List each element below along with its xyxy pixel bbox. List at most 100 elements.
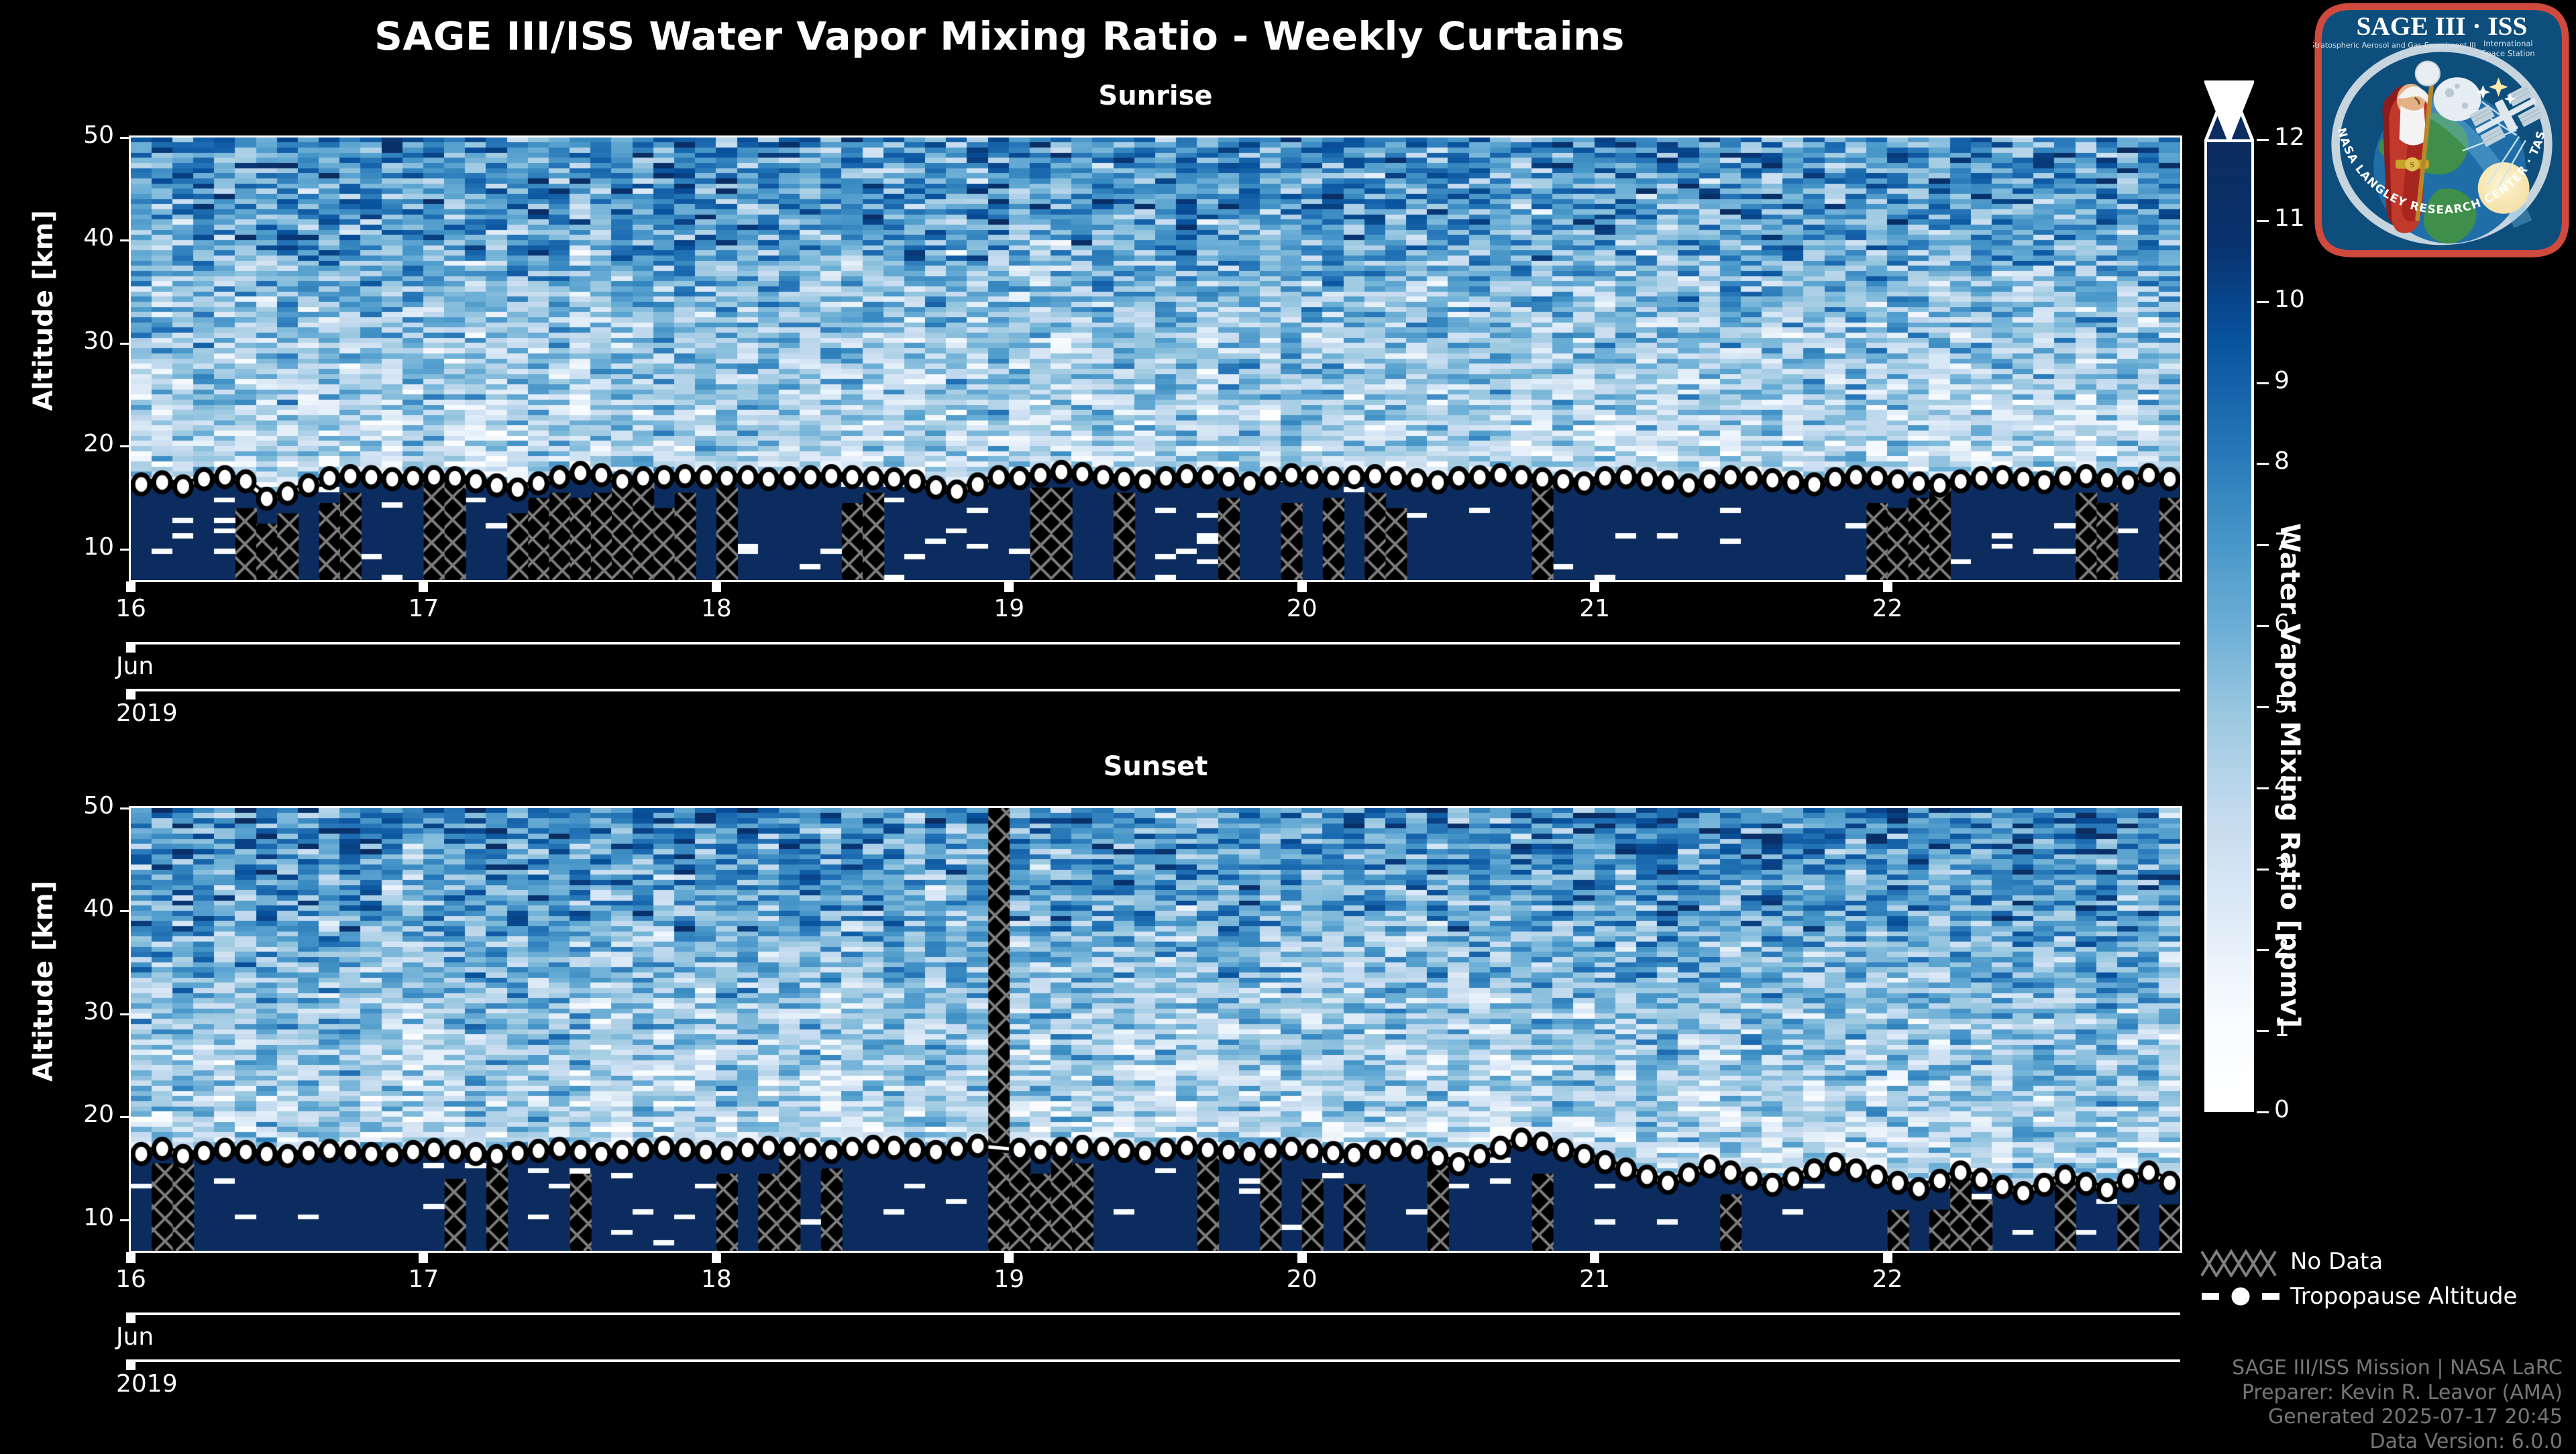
logo-subtitle-right-1: International — [2483, 39, 2533, 48]
logo-subtitle-right-2: Space Station — [2481, 49, 2535, 58]
x-tick-mark — [1004, 581, 1014, 592]
y-tick-label-50: 50 — [83, 121, 114, 149]
credits-block: SAGE III/ISS Mission | NASA LaRC Prepare… — [1999, 1356, 2563, 1454]
colorbar-tick-mark — [2257, 706, 2269, 708]
x-tick-label-17: 17 — [408, 1266, 439, 1293]
colorbar-tick-label-7: 7 — [2274, 528, 2290, 557]
y-tick-label-30: 30 — [83, 997, 114, 1025]
colorbar-title: Water Vapor Mixing Ratio [ppmv] — [2274, 523, 2305, 1028]
colorbar-tick-mark — [2257, 544, 2269, 547]
logo-title: SAGE III · ISS — [2357, 11, 2528, 41]
colorbar-tick-mark — [2257, 219, 2269, 222]
heatmap-sunrise[interactable] — [131, 137, 2180, 580]
colorbar-tick-label-1: 1 — [2274, 1015, 2290, 1043]
colorbar-gradient — [2204, 139, 2254, 1112]
x-tick-mark — [1882, 1252, 1892, 1263]
x-tick-mark — [126, 581, 136, 592]
y-tick-label-10: 10 — [83, 1203, 114, 1231]
x-tick-mark — [126, 1252, 136, 1263]
colorbar[interactable]: 0 1 2 3 4 5 6 7 8 9 10 11 12 Water Vapor Mixing Rati… — [2204, 80, 2406, 1194]
x-tick-mark — [1882, 581, 1892, 592]
x-tick-mark — [1590, 1252, 1600, 1263]
axis-level-tick — [126, 642, 136, 653]
axis-level-label-year: 2019 — [116, 700, 178, 727]
logo-subtitle-left: Stratospheric Aerosol and Gas Experiment… — [2313, 41, 2476, 50]
x-tick-label-22: 22 — [1872, 1266, 1903, 1293]
y-tick-label-20: 20 — [83, 430, 114, 458]
x-tick-label-18: 18 — [700, 595, 732, 622]
colorbar-tick-label-12: 12 — [2274, 123, 2305, 151]
axis-level-rule — [131, 689, 2180, 691]
colorbar-tick-label-8: 8 — [2274, 447, 2290, 476]
colorbar-tick-mark — [2257, 868, 2269, 871]
legend-item-tropopause: Tropopause Altitude — [2200, 1279, 2576, 1314]
x-tick-mark — [1297, 581, 1307, 592]
x-tick-label-21: 21 — [1579, 595, 1611, 622]
colorbar-tick-label-11: 11 — [2274, 204, 2305, 232]
legend-label-tropopause: Tropopause Altitude — [2290, 1283, 2518, 1310]
colorbar-tick-mark — [2257, 139, 2269, 141]
heatmap-sunset[interactable] — [131, 808, 2180, 1251]
colorbar-tick-mark — [2257, 463, 2269, 465]
x-tick-mark — [1004, 1252, 1014, 1263]
panel-sunset: Sunset Altitude [km] 10 20 30 40 50 16 17 18 19… — [0, 751, 2200, 1422]
axis-level-tick — [126, 689, 136, 700]
hatch-no-data-icon — [2200, 1246, 2281, 1278]
x-tick-mark — [711, 1252, 721, 1263]
x-tick-label-16: 16 — [115, 595, 146, 622]
y-tick-mark — [120, 1116, 129, 1119]
tropopause-marker-icon — [2200, 1281, 2281, 1312]
page-title: SAGE III/ISS Water Vapor Mixing Ratio - … — [374, 13, 1625, 59]
y-tick-label-20: 20 — [83, 1101, 114, 1129]
colorbar-tick-label-4: 4 — [2274, 771, 2290, 799]
credit-preparer: Preparer: Kevin R. Leavor (AMA) — [2241, 1380, 2563, 1404]
y-tick-label-40: 40 — [83, 224, 114, 252]
colorbar-tick-label-3: 3 — [2274, 852, 2290, 881]
panel-title-sunset: Sunset — [1103, 751, 1208, 782]
y-tick-mark — [120, 239, 129, 242]
y-axis-label-sunset: Altitude [km] — [28, 881, 59, 1082]
axis-level-label-month: Jun — [116, 1323, 154, 1351]
panel-sunrise: Sunrise Altitude [km] 10 20 30 40 50 16 17 18 1… — [0, 80, 2200, 738]
legend-item-no-data: No Data — [2200, 1244, 2576, 1279]
y-tick-mark — [120, 1013, 129, 1015]
x-tick-label-17: 17 — [408, 595, 439, 622]
x-tick-mark — [419, 1252, 429, 1263]
axis-level-rule — [131, 642, 2180, 645]
sage-iii-iss-logo: S SAGE III · ISS Stratospheric Aerosol a… — [2308, 0, 2571, 259]
x-tick-label-19: 19 — [994, 1266, 1025, 1293]
y-tick-mark — [120, 910, 129, 913]
y-tick-mark — [120, 548, 129, 551]
x-tick-label-22: 22 — [1872, 595, 1903, 622]
colorbar-tick-label-5: 5 — [2274, 690, 2290, 718]
x-tick-label-18: 18 — [700, 1266, 732, 1293]
credit-generated: Generated 2025-07-17 20:45 — [2267, 1405, 2563, 1429]
x-tick-label-21: 21 — [1579, 1266, 1611, 1293]
colorbar-tick-label-10: 10 — [2274, 285, 2305, 313]
y-tick-mark — [120, 445, 129, 448]
colorbar-tick-label-6: 6 — [2274, 610, 2290, 637]
colorbar-tick-mark — [2257, 1030, 2269, 1033]
x-tick-mark — [1590, 581, 1600, 592]
axis-level-label-year: 2019 — [116, 1370, 178, 1398]
x-tick-label-20: 20 — [1286, 1266, 1318, 1293]
colorbar-tick-mark — [2257, 787, 2269, 789]
colorbar-tick-mark — [2257, 1111, 2269, 1113]
panel-title-sunrise: Sunrise — [1098, 80, 1213, 111]
x-tick-mark — [1297, 1252, 1307, 1263]
colorbar-tick-mark — [2257, 625, 2269, 627]
colorbar-tick-mark — [2257, 949, 2269, 952]
y-tick-label-40: 40 — [83, 895, 114, 923]
y-tick-label-10: 10 — [83, 533, 114, 561]
x-tick-mark — [419, 581, 429, 592]
colorbar-tick-mark — [2257, 300, 2269, 303]
axis-level-tick — [126, 1312, 136, 1323]
svg-text:S: S — [2410, 162, 2414, 170]
colorbar-tick-label-2: 2 — [2274, 934, 2290, 962]
y-tick-mark — [120, 807, 129, 809]
y-tick-mark — [120, 1219, 129, 1221]
x-tick-mark — [711, 581, 721, 592]
y-tick-mark — [120, 137, 129, 139]
x-tick-label-19: 19 — [994, 595, 1025, 622]
axis-level-rule — [131, 1312, 2180, 1315]
